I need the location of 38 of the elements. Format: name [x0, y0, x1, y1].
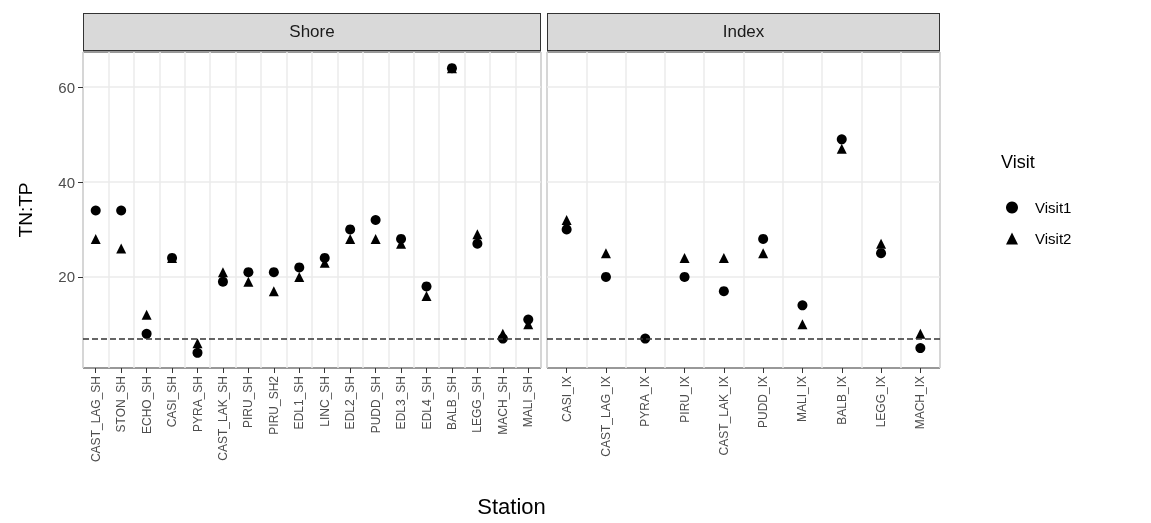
y-tick-label: 40: [58, 173, 75, 191]
legend-label: Visit1: [1035, 199, 1072, 216]
x-tick-label: PUDD_SH: [368, 376, 383, 434]
x-tick-label: LINC_SH: [317, 376, 332, 427]
x-tick-label: PIRU_IX: [677, 376, 692, 423]
x-tick-label: CAST_LAG_IX: [598, 376, 613, 457]
x-tick-label: PIRU_SH2: [266, 375, 281, 435]
legend-title: Visit: [1001, 152, 1035, 172]
x-tick-label: EDL4_SH: [419, 376, 434, 430]
chart-title: Shore: [83, 13, 541, 51]
y-tick-label: 20: [58, 268, 75, 286]
x-axis-title: Station: [476, 494, 547, 520]
legend-label: Visit2: [1035, 230, 1072, 247]
x-tick-label: CAST_LAK_IX: [716, 376, 731, 456]
x-tick-label: PUDD_IX: [756, 376, 771, 429]
x-tick-label: STON_SH: [114, 376, 129, 433]
x-tick-label: MACH_SH: [495, 376, 510, 435]
x-tick-label: CASI_SH: [165, 376, 180, 428]
x-tick-label: MACH_IX: [913, 376, 928, 430]
x-tick-label: MALI_IX: [795, 376, 810, 423]
y-axis-title: TN:TP: [15, 182, 36, 238]
x-tick-label: BALB_IX: [834, 376, 849, 425]
x-tick-label: CAST_LAK_SH: [215, 376, 230, 461]
x-tick-label: CASI_IX: [559, 376, 574, 423]
x-tick-label: CAST_LAG_SH: [88, 376, 103, 463]
x-tick-label: PYRA_SH: [190, 376, 205, 433]
x-tick-label: MALI_SH: [521, 376, 536, 428]
x-tick-label: PIRU_SH: [241, 376, 256, 429]
x-tick-label: LEGG_SH: [470, 376, 485, 433]
x-tick-label: ECHO_SH: [139, 376, 154, 435]
x-tick-label: BALB_SH: [444, 376, 459, 431]
y-tick-label: 60: [58, 78, 75, 96]
x-tick-label: EDL3_SH: [394, 376, 409, 430]
x-tick-label: PYRA_IX: [638, 376, 653, 427]
x-tick-label: LEGG_IX: [874, 376, 889, 428]
x-tick-label: EDL2_SH: [343, 376, 358, 430]
chart-title: Index: [547, 13, 940, 51]
x-tick-label: EDL1_SH: [292, 376, 307, 430]
